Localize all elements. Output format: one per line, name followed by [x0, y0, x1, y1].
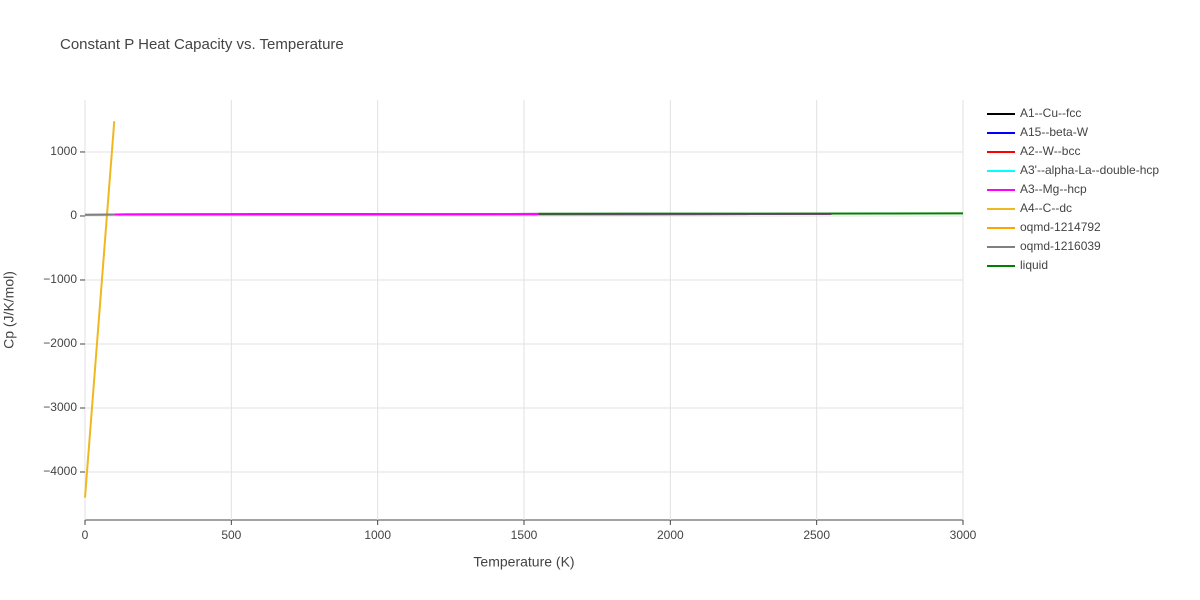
- legend-label: A3--Mg--hcp: [1020, 182, 1087, 196]
- y-tick-label: −2000: [43, 336, 77, 350]
- x-tick-label: 2500: [803, 528, 830, 542]
- legend-label: A4--C--dc: [1020, 201, 1072, 215]
- x-tick-label: 1000: [364, 528, 391, 542]
- legend-label: A15--beta-W: [1020, 125, 1089, 139]
- y-tick-label: −3000: [43, 400, 77, 414]
- legend-label: oqmd-1214792: [1020, 220, 1101, 234]
- x-tick-label: 0: [82, 528, 89, 542]
- x-tick-label: 500: [221, 528, 241, 542]
- x-tick-label: 2000: [657, 528, 684, 542]
- legend-label: oqmd-1216039: [1020, 239, 1101, 253]
- y-tick-label: −4000: [43, 464, 77, 478]
- x-axis-label: Temperature (K): [473, 554, 574, 570]
- y-tick-label: −1000: [43, 272, 77, 286]
- x-tick-label: 3000: [950, 528, 977, 542]
- x-tick-label: 1500: [511, 528, 538, 542]
- y-tick-label: 0: [70, 208, 77, 222]
- y-tick-label: 1000: [50, 144, 77, 158]
- legend-label: A3'--alpha-La--double-hcp: [1020, 163, 1159, 177]
- legend-label: A1--Cu--fcc: [1020, 106, 1081, 120]
- y-axis-label: Cp (J/K/mol): [1, 271, 17, 349]
- legend-label: A2--W--bcc: [1020, 144, 1080, 158]
- chart-title: Constant P Heat Capacity vs. Temperature: [60, 36, 344, 53]
- series-line: [84, 121, 116, 498]
- legend-label: liquid: [1020, 258, 1048, 272]
